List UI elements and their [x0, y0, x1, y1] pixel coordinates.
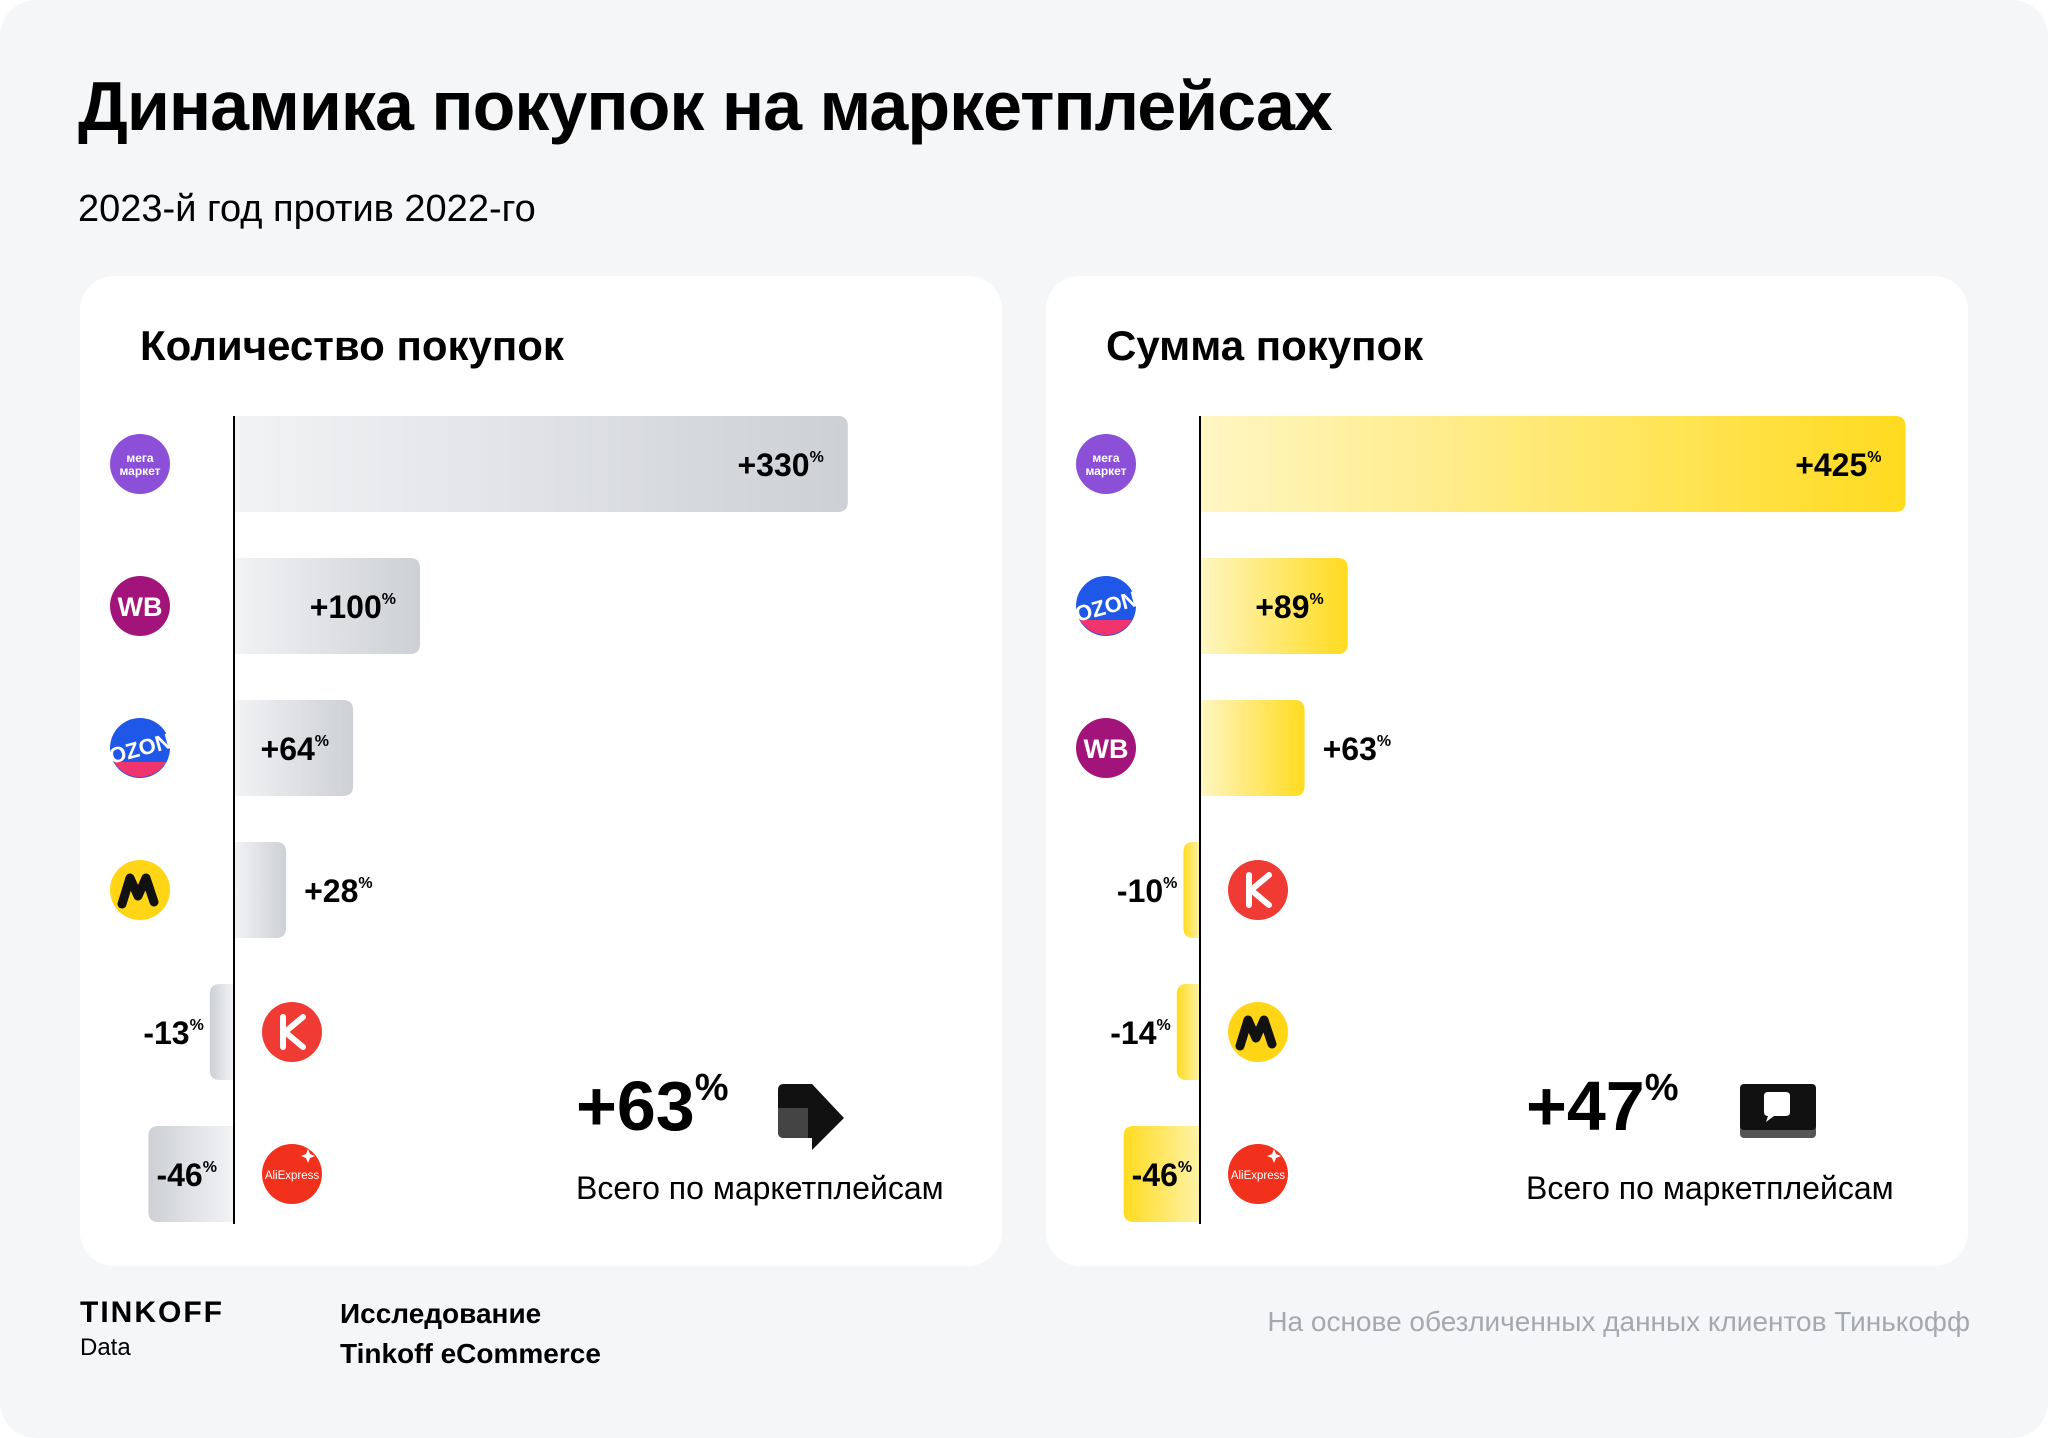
- bar-5: [1123, 1126, 1200, 1222]
- footer-study-line2: Tinkoff eCommerce: [340, 1338, 601, 1369]
- bar-0: [234, 416, 848, 512]
- svg-text:мега: мега: [1092, 451, 1120, 465]
- value-label-5: -46%: [156, 1157, 216, 1193]
- bar-4: [1176, 984, 1200, 1080]
- value-label-1: +89%: [1255, 589, 1324, 625]
- footer-study: Исследование Tinkoff eCommerce: [340, 1294, 601, 1374]
- value-label-2: +64%: [261, 731, 330, 767]
- bar-3: [1183, 842, 1200, 938]
- svg-text:WB: WB: [118, 592, 163, 622]
- ozon-logo: OZON: [106, 718, 174, 778]
- wallet-icon: [1740, 1084, 1816, 1138]
- tinkoff-logo: TINKOFF: [80, 1296, 224, 1329]
- page-title: Динамика покупок на маркетплейсах: [78, 67, 1333, 145]
- aliexpress-logo: AliExpress: [262, 1144, 322, 1204]
- sum-total: +47%: [1526, 1066, 1679, 1146]
- bar-2: [234, 700, 354, 796]
- svg-text:маркет: маркет: [119, 464, 160, 478]
- svg-text:AliExpress: AliExpress: [1231, 1170, 1286, 1182]
- wb-logo: WB: [110, 576, 170, 636]
- page-subtitle: 2023-й год против 2022-го: [78, 188, 536, 230]
- ozon-logo: OZON: [1072, 576, 1140, 636]
- count-card: Количество покупок +330% мега маркет +100% W…: [80, 276, 1002, 1266]
- footer-study-line1: Исследование: [340, 1298, 542, 1329]
- count-total-unit: %: [694, 1067, 729, 1109]
- bar-2: [1200, 700, 1305, 796]
- count-total-value: +63: [576, 1067, 695, 1145]
- sum-total-value: +47: [1526, 1067, 1645, 1145]
- value-label-0: +425%: [1795, 447, 1881, 483]
- sum-card: Сумма покупок +425% мега маркет +89% OZON +63…: [1046, 276, 1968, 1266]
- aliexpress-logo: AliExpress: [1228, 1144, 1288, 1204]
- bar-3: [234, 842, 287, 938]
- svg-text:WB: WB: [1084, 734, 1129, 764]
- sum-total-unit: %: [1644, 1067, 1679, 1109]
- kazanexpress-logo: [1228, 860, 1288, 920]
- tinkoff-logo-sub: Data: [80, 1334, 131, 1361]
- value-label-0: +330%: [737, 447, 823, 483]
- svg-text:маркет: маркет: [1085, 464, 1126, 478]
- footer-note: На основе обезличенных данных клиентов Т…: [1267, 1306, 1970, 1337]
- yandex-market-logo: [1228, 1002, 1288, 1062]
- bar-4: [209, 984, 234, 1080]
- value-label-1: +100%: [310, 589, 396, 625]
- bar-1: [1200, 558, 1348, 654]
- bar-5: [148, 1126, 234, 1222]
- value-label-5: -46%: [1132, 1157, 1192, 1193]
- value-label-4: -14%: [1110, 1015, 1170, 1051]
- value-label-2: +63%: [1323, 731, 1392, 767]
- svg-text:мега: мега: [126, 451, 154, 465]
- arrow-right-icon: [778, 1084, 844, 1150]
- count-total-label: Всего по маркетплейсам: [576, 1170, 944, 1206]
- value-label-4: -13%: [143, 1015, 203, 1051]
- kazanexpress-logo: [262, 1002, 322, 1062]
- sum-card-title: Сумма покупок: [1106, 322, 1424, 369]
- count-total: +63%: [576, 1066, 729, 1146]
- sum-total-label: Всего по маркетплейсам: [1526, 1170, 1894, 1206]
- bar-0: [1200, 416, 1906, 512]
- svg-text:AliExpress: AliExpress: [265, 1170, 320, 1182]
- value-label-3: -10%: [1117, 873, 1177, 909]
- value-label-3: +28%: [304, 873, 373, 909]
- count-card-title: Количество покупок: [140, 322, 564, 369]
- wb-logo: WB: [1076, 718, 1136, 778]
- yandex-market-logo: [110, 860, 170, 920]
- bar-1: [234, 558, 420, 654]
